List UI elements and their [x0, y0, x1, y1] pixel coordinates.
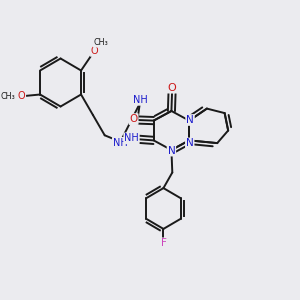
Text: N: N — [186, 115, 194, 125]
Text: O: O — [168, 82, 176, 93]
Text: N: N — [186, 138, 194, 148]
Text: F: F — [160, 238, 166, 248]
Text: NH: NH — [124, 133, 139, 143]
Text: O: O — [18, 91, 25, 101]
Text: NH: NH — [113, 138, 128, 148]
Text: NH: NH — [133, 95, 148, 105]
Text: O: O — [91, 46, 98, 56]
Text: CH₃: CH₃ — [93, 38, 108, 47]
Text: N: N — [167, 146, 175, 156]
Text: O: O — [130, 114, 138, 124]
Text: CH₃: CH₃ — [1, 92, 16, 100]
